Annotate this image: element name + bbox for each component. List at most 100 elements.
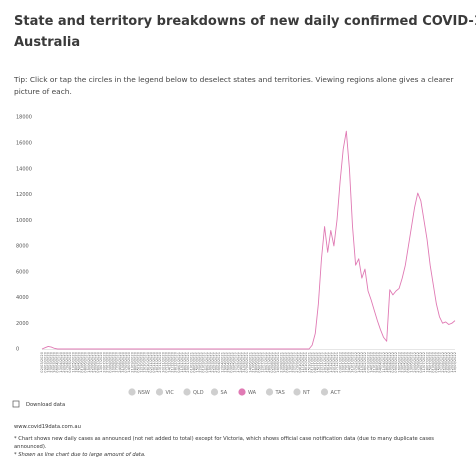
footnote-1b: announced). bbox=[14, 444, 47, 450]
legend-marker[interactable] bbox=[320, 388, 329, 396]
legend-label[interactable]: NSW bbox=[138, 390, 150, 396]
x-tick-label: 01/06/2020 bbox=[81, 351, 85, 372]
x-tick-label: 06/06/2022 bbox=[407, 352, 411, 373]
legend-marker[interactable] bbox=[155, 388, 164, 396]
x-tick-label: 22/06/2020 bbox=[90, 351, 94, 372]
x-tick-label: 20/04/2020 bbox=[62, 351, 66, 372]
x-tick-label: 15/11/2021 bbox=[317, 352, 321, 373]
x-tick-label: 07/12/2020 bbox=[164, 351, 168, 372]
download-icon[interactable] bbox=[12, 400, 20, 408]
x-tick-label: 05/10/2020 bbox=[136, 351, 140, 372]
y-tick-label: 14000 bbox=[16, 166, 32, 172]
x-tick-label: 09/03/2020 bbox=[43, 351, 47, 372]
x-tick-label: 30/11/2020 bbox=[161, 351, 165, 372]
x-tick-label: 17/01/2022 bbox=[345, 352, 349, 373]
x-tick-label: 08/11/2021 bbox=[313, 352, 317, 373]
x-tick-label: 27/07/2020 bbox=[105, 351, 109, 372]
x-tick-label: 08/03/2021 bbox=[205, 352, 209, 373]
legend-label[interactable]: VIC bbox=[166, 390, 175, 396]
x-tick-label: 08/08/2022 bbox=[435, 352, 439, 373]
y-tick-label: 12000 bbox=[16, 192, 32, 198]
x-tick-label: 21/09/2020 bbox=[130, 351, 134, 372]
legend-marker[interactable] bbox=[128, 388, 136, 396]
x-tick-label: 25/01/2021 bbox=[186, 352, 190, 373]
legend-label[interactable]: TAS bbox=[275, 390, 285, 396]
legend-marker[interactable] bbox=[265, 388, 274, 396]
x-tick-label: 31/05/2021 bbox=[242, 352, 246, 373]
x-tick-label: 13/12/2021 bbox=[329, 352, 333, 373]
x-tick-label: 30/05/2022 bbox=[404, 352, 408, 373]
x-tick-label: 26/07/2021 bbox=[267, 352, 271, 373]
x-tick-label: 03/01/2022 bbox=[338, 352, 342, 373]
x-tick-label: 19/09/2022 bbox=[453, 352, 457, 373]
x-tick-label: 22/11/2021 bbox=[320, 352, 324, 373]
x-tick-label: 18/07/2022 bbox=[425, 352, 429, 373]
x-tick-label: 11/05/2020 bbox=[71, 351, 75, 372]
x-tick-label: 16/05/2022 bbox=[397, 352, 401, 373]
legend-label[interactable]: SA bbox=[221, 390, 228, 396]
x-tick-label: 14/03/2022 bbox=[369, 352, 373, 373]
legend-marker[interactable] bbox=[210, 388, 219, 396]
x-tick-label: 02/03/2020 bbox=[40, 351, 44, 372]
x-tick-label: 09/05/2022 bbox=[394, 352, 398, 373]
y-tick-label: 10000 bbox=[16, 218, 32, 224]
x-tick-label: 01/03/2021 bbox=[202, 352, 206, 373]
y-tick-label: 4000 bbox=[16, 295, 29, 301]
x-tick-label: 24/08/2020 bbox=[118, 351, 122, 372]
x-tick-label: 16/11/2020 bbox=[155, 351, 159, 372]
x-tick-label: 02/11/2020 bbox=[149, 351, 153, 372]
x-tick-label: 13/07/2020 bbox=[99, 351, 103, 372]
x-tick-label: 20/12/2021 bbox=[332, 352, 336, 373]
x-tick-label: 12/07/2021 bbox=[261, 352, 265, 373]
x-tick-label: 04/07/2022 bbox=[419, 352, 423, 373]
x-tick-label: 25/04/2022 bbox=[388, 352, 392, 373]
x-tick-label: 21/06/2021 bbox=[251, 352, 255, 373]
x-tick-label: 15/02/2021 bbox=[195, 352, 199, 373]
legend-label[interactable]: NT bbox=[303, 390, 311, 396]
chart-title-line-1: State and territory breakdowns of new da… bbox=[14, 14, 476, 29]
x-tick-label: 15/03/2021 bbox=[208, 352, 212, 373]
x-tick-label: 11/01/2021 bbox=[180, 352, 184, 373]
chart-title-line-2: Australia bbox=[14, 35, 80, 50]
x-tick-label: 05/04/2021 bbox=[217, 352, 221, 373]
legend-marker[interactable] bbox=[293, 388, 301, 396]
x-tick-label: 24/01/2022 bbox=[348, 352, 352, 373]
x-tick-label: 29/03/2021 bbox=[214, 352, 218, 373]
y-tick-label: 18000 bbox=[16, 115, 32, 121]
x-tick-label: 22/02/2021 bbox=[199, 352, 203, 373]
x-tick-label: 11/10/2021 bbox=[301, 352, 305, 373]
x-tick-label: 08/02/2021 bbox=[192, 352, 196, 373]
x-tick-label: 28/12/2020 bbox=[174, 351, 178, 372]
source-url[interactable]: www.covid19data.com.au bbox=[14, 424, 81, 430]
legend-marker[interactable] bbox=[183, 388, 191, 396]
legend-label[interactable]: ACT bbox=[331, 390, 342, 396]
x-tick-label: 11/04/2022 bbox=[382, 352, 386, 373]
x-tick-label: 09/08/2021 bbox=[273, 352, 277, 373]
x-tick-label: 23/11/2020 bbox=[158, 351, 162, 372]
x-tick-label: 26/10/2020 bbox=[146, 351, 150, 372]
x-tick-label: 20/06/2022 bbox=[413, 352, 417, 373]
x-tick-label: 14/09/2020 bbox=[127, 351, 131, 372]
download-link[interactable]: Download data bbox=[26, 402, 65, 408]
legend-marker[interactable] bbox=[238, 388, 246, 396]
x-tick-label: 19/07/2021 bbox=[264, 352, 268, 373]
x-tick-label: 08/06/2020 bbox=[84, 351, 88, 372]
x-tick-label: 25/10/2021 bbox=[307, 352, 311, 373]
x-tick-label: 06/09/2021 bbox=[286, 352, 290, 373]
x-tick-label: 07/02/2022 bbox=[354, 352, 358, 373]
x-tick-label: 13/04/2020 bbox=[59, 351, 63, 372]
x-tick-label: 18/04/2022 bbox=[385, 352, 389, 373]
legend-label[interactable]: WA bbox=[248, 390, 257, 396]
x-tick-label: 29/08/2022 bbox=[444, 352, 448, 373]
x-tick-label: 18/10/2021 bbox=[304, 352, 308, 373]
x-tick-label: 03/08/2020 bbox=[109, 351, 113, 372]
x-tick-label: 19/04/2021 bbox=[223, 352, 227, 373]
x-tick-label: 14/12/2020 bbox=[168, 351, 172, 372]
x-tick-label: 06/04/2020 bbox=[56, 351, 60, 372]
legend-label[interactable]: QLD bbox=[193, 390, 204, 396]
x-tick-label: 13/06/2022 bbox=[410, 352, 414, 373]
x-tick-label: 27/04/2020 bbox=[65, 351, 69, 372]
x-tick-label: 07/09/2020 bbox=[124, 351, 128, 372]
x-tick-label: 13/09/2021 bbox=[289, 352, 293, 373]
